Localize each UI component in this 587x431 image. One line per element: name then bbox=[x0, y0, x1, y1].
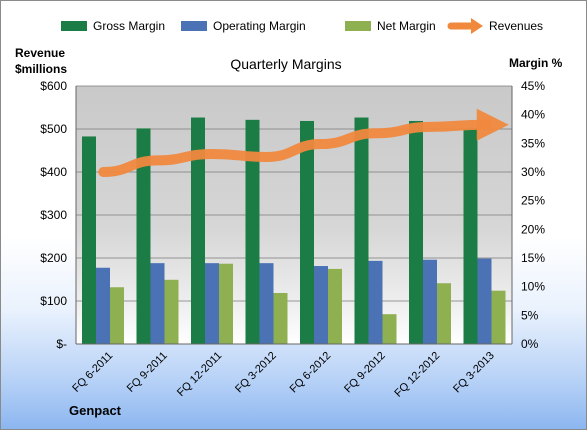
x-tick-label: FQ 3-2013 bbox=[451, 350, 497, 396]
legend: Gross Margin Operating Margin Net Margin Re… bbox=[61, 18, 543, 34]
bar bbox=[219, 263, 233, 344]
source-label: Genpact bbox=[69, 403, 122, 418]
bar bbox=[382, 314, 397, 344]
bar bbox=[354, 117, 369, 345]
bar bbox=[491, 290, 506, 344]
right-tick-label: 30% bbox=[521, 165, 545, 179]
left-tick-label: $500 bbox=[40, 122, 67, 136]
legend-swatch-arrowhead bbox=[471, 18, 483, 34]
legend-label: Operating Margin bbox=[213, 19, 306, 33]
x-tick-label: FQ 12-2011 bbox=[175, 350, 224, 399]
right-tick-label: 10% bbox=[521, 280, 545, 294]
bar bbox=[409, 120, 423, 345]
bar bbox=[150, 263, 165, 344]
revenue-arrowhead bbox=[476, 108, 509, 141]
legend-swatch bbox=[61, 21, 87, 31]
bar bbox=[423, 259, 437, 344]
right-tick-label: 20% bbox=[521, 222, 545, 236]
right-tick-label: 45% bbox=[521, 79, 545, 93]
bar bbox=[191, 117, 205, 345]
bars bbox=[82, 117, 506, 345]
legend-swatch bbox=[345, 21, 371, 31]
legend-label: Revenues bbox=[489, 19, 543, 33]
left-axis-label-line-2: $millions bbox=[15, 62, 67, 76]
bar bbox=[463, 128, 478, 344]
bar bbox=[110, 287, 124, 344]
bar bbox=[328, 268, 342, 344]
chart-title: Quarterly Margins bbox=[230, 56, 341, 72]
legend-label: Net Margin bbox=[377, 19, 436, 33]
revenue-line bbox=[98, 108, 509, 177]
bar bbox=[300, 120, 314, 345]
right-tick-label: 40% bbox=[521, 108, 545, 122]
x-tick-label: FQ 3-2012 bbox=[233, 350, 279, 396]
left-tick-label: $600 bbox=[40, 79, 67, 93]
bar bbox=[96, 267, 110, 344]
x-tick-label: FQ 12-2012 bbox=[392, 350, 442, 400]
right-tick-label: 15% bbox=[521, 251, 545, 265]
legend-swatch bbox=[181, 21, 207, 31]
right-tick-label: 5% bbox=[521, 308, 539, 322]
right-tick-label: 0% bbox=[521, 337, 539, 351]
left-tick-label: $200 bbox=[40, 251, 67, 265]
x-tick-label: FQ 9-2011 bbox=[125, 350, 170, 395]
bar bbox=[82, 136, 96, 344]
right-axis-label: Margin % bbox=[509, 56, 563, 70]
revenue-line-path bbox=[98, 119, 492, 177]
x-tick-label: FQ 9-2012 bbox=[342, 350, 388, 396]
left-tick-label: $400 bbox=[40, 165, 67, 179]
left-axis-label-line-1: Revenue bbox=[15, 46, 65, 60]
legend-label: Gross Margin bbox=[93, 19, 165, 33]
bar bbox=[205, 263, 219, 344]
bar bbox=[245, 119, 260, 345]
bar bbox=[437, 283, 451, 344]
left-tick-label: $- bbox=[56, 337, 67, 351]
bar bbox=[136, 128, 151, 344]
right-tick-label: 35% bbox=[521, 136, 545, 150]
bar bbox=[164, 279, 179, 344]
bar bbox=[368, 260, 383, 344]
x-tick-label: FQ 6-2011 bbox=[70, 350, 115, 395]
bar bbox=[477, 258, 492, 344]
x-tick-label: FQ 6-2012 bbox=[288, 350, 334, 396]
bar bbox=[273, 292, 288, 344]
bar bbox=[259, 263, 274, 344]
left-tick-label: $300 bbox=[40, 208, 67, 222]
bar bbox=[314, 266, 328, 344]
left-tick-label: $100 bbox=[40, 294, 67, 308]
right-tick-label: 25% bbox=[521, 194, 545, 208]
